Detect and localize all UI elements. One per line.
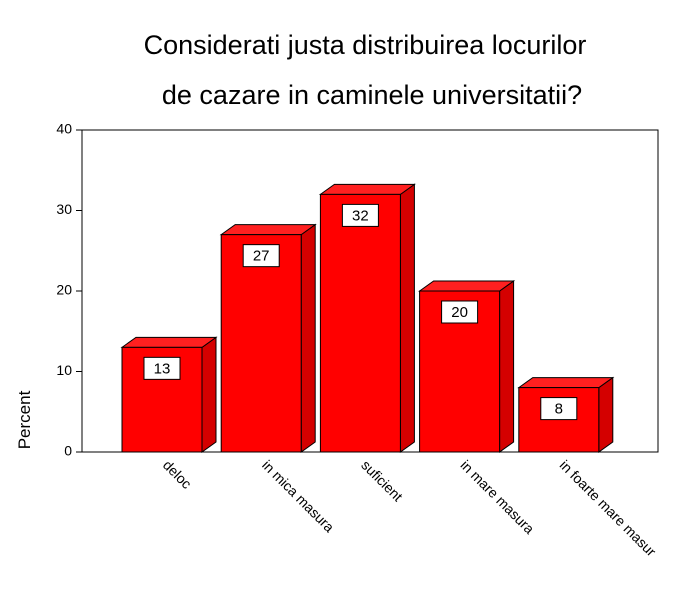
value-label-box bbox=[441, 300, 479, 324]
y-tick-label: 10 bbox=[56, 362, 72, 378]
x-tick-label: in mare masura bbox=[457, 457, 537, 537]
y-axis-label: Percent bbox=[15, 390, 34, 449]
chart-title: Considerati justa distribuirea locurilor bbox=[144, 30, 587, 60]
bar-side bbox=[399, 183, 415, 453]
x-tick-label: in foarte mare masur bbox=[557, 457, 660, 560]
y-tick-label: 20 bbox=[56, 282, 72, 298]
y-tick-label: 0 bbox=[64, 443, 72, 459]
value-label: 27 bbox=[253, 248, 270, 265]
chart-title: de cazare in caminele universitatii? bbox=[162, 80, 582, 110]
value-label: 20 bbox=[451, 304, 468, 321]
y-tick-label: 30 bbox=[56, 201, 72, 217]
bar bbox=[220, 234, 302, 453]
value-label-box bbox=[143, 356, 181, 380]
value-label-box bbox=[242, 244, 280, 268]
bar-side bbox=[499, 280, 515, 453]
bar-side bbox=[598, 376, 614, 453]
bar-side bbox=[300, 223, 316, 453]
value-label: 32 bbox=[352, 207, 369, 224]
bar-top bbox=[219, 224, 317, 236]
value-label: 8 bbox=[555, 401, 563, 418]
bar-top bbox=[517, 377, 615, 389]
y-tick-label: 40 bbox=[56, 121, 72, 137]
x-tick-label: suficient bbox=[358, 457, 406, 505]
bar-top bbox=[120, 336, 218, 348]
x-tick-label: in mica masura bbox=[259, 457, 338, 536]
x-tick-label: deloc bbox=[160, 457, 195, 492]
value-label-box bbox=[341, 203, 379, 227]
bar bbox=[319, 193, 401, 453]
bar bbox=[121, 346, 203, 453]
value-label: 13 bbox=[154, 360, 171, 377]
value-label-box bbox=[540, 397, 578, 421]
bar-top bbox=[418, 280, 516, 292]
bar-top bbox=[318, 183, 416, 195]
bar-side bbox=[201, 336, 217, 453]
